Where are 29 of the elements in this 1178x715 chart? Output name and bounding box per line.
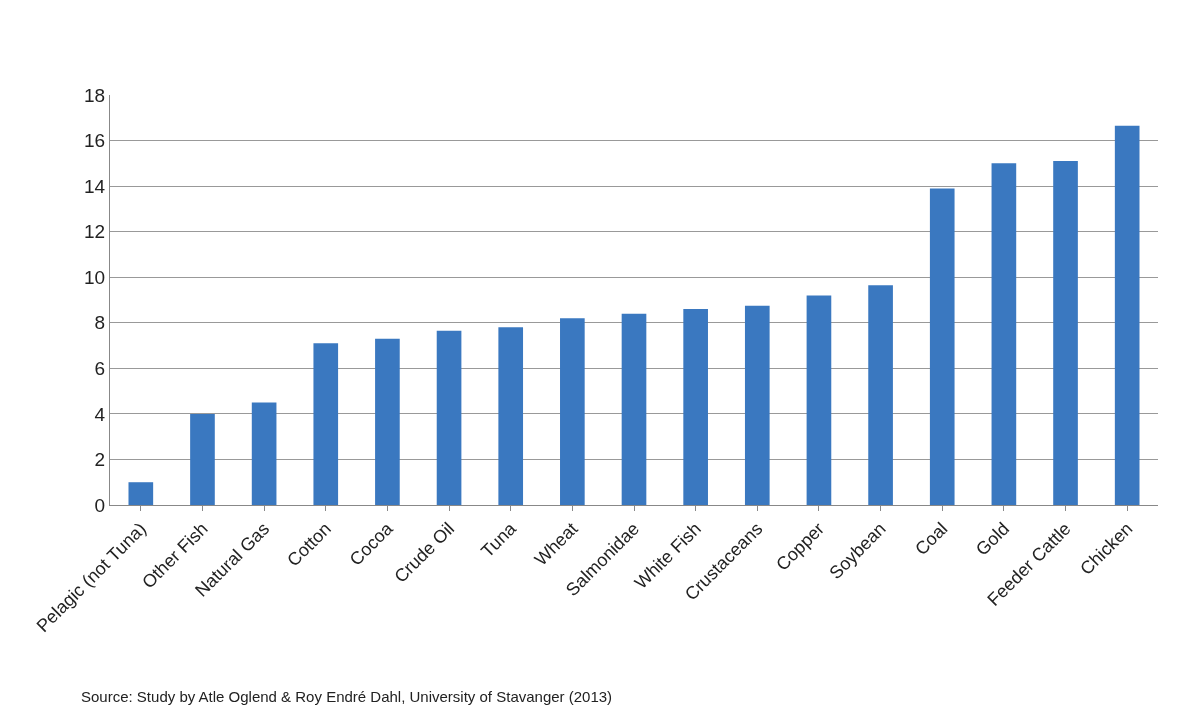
bar	[128, 482, 154, 505]
y-tick-label: 8	[94, 312, 106, 334]
y-tick-label: 6	[94, 357, 106, 379]
source-note: Source: Study by Atle Oglend & Roy Endré Dahl, University of Stavanger (2013)	[81, 688, 613, 705]
y-tick-label: 4	[94, 403, 106, 425]
bar	[929, 188, 955, 505]
x-tick-label: Tuna	[477, 517, 521, 562]
y-tick-label: 16	[84, 130, 106, 152]
bar	[683, 309, 708, 505]
bar	[436, 330, 462, 505]
bar	[1114, 125, 1140, 505]
bar	[190, 413, 215, 505]
bar	[744, 305, 770, 505]
bar	[313, 343, 339, 505]
y-tick-label: 0	[94, 494, 106, 516]
bar	[498, 327, 524, 505]
bar	[991, 163, 1017, 505]
bar	[1053, 161, 1078, 505]
bar	[251, 402, 277, 505]
y-tick-label: 12	[84, 221, 106, 243]
bar	[621, 313, 647, 505]
bar	[560, 318, 585, 505]
bar	[375, 338, 400, 505]
bar	[868, 285, 893, 505]
y-tick-label: 10	[84, 266, 106, 288]
y-tick-label: 2	[94, 449, 106, 471]
bar	[806, 295, 832, 505]
y-tick-label: 18	[84, 84, 106, 106]
y-tick-label: 14	[84, 175, 106, 197]
